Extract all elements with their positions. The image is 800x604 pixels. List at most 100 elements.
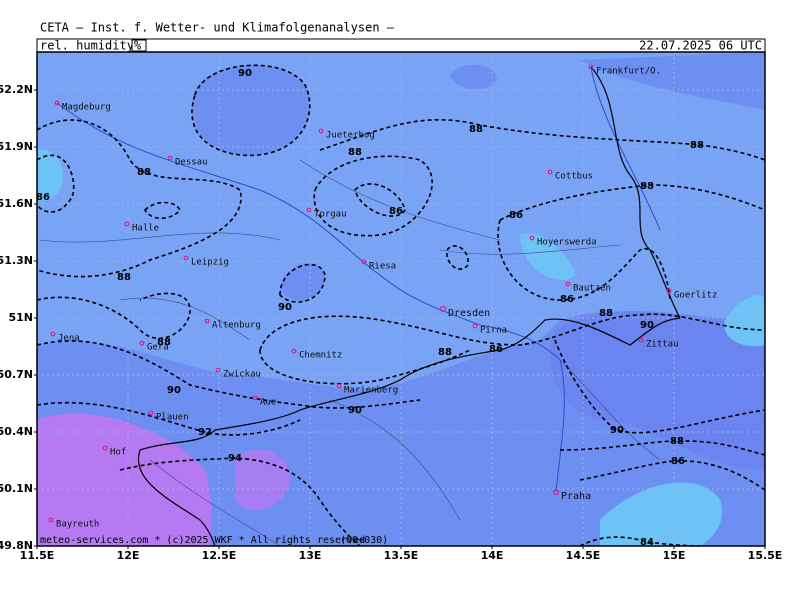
city-marker	[252, 395, 258, 401]
contour	[37, 401, 301, 436]
contour-label: 88	[599, 308, 613, 319]
city-name: Aue	[260, 398, 276, 408]
unit-box	[131, 39, 147, 52]
lon-label: 12E	[117, 549, 140, 562]
contour	[554, 339, 765, 434]
contour	[354, 183, 406, 217]
contour-label: 92	[198, 427, 212, 438]
city-marker	[124, 221, 130, 227]
contour-label: 94	[228, 453, 242, 464]
city-name: Gera	[147, 343, 169, 353]
contour-label: 90	[278, 302, 292, 313]
contour-label: 86	[389, 206, 403, 217]
valid-time: 22.07.2025 06 UTC	[639, 39, 762, 53]
admin-lines	[39, 159, 661, 546]
forecast-run: (00+030)	[340, 535, 388, 546]
lat-label: 50.4N	[0, 425, 33, 438]
city-name: Bautzen	[573, 284, 611, 294]
contour	[259, 313, 765, 351]
contour-label: 86	[489, 344, 503, 355]
field-band	[192, 64, 310, 156]
city-name: Jena	[58, 334, 80, 344]
field-low	[520, 233, 575, 281]
field-low	[37, 149, 64, 201]
contour	[191, 64, 311, 157]
contour-labels: 90 88 88 88 88 86 86 86 88 88 86 88 90 90 88 88 86 90 90 92…	[37, 68, 704, 548]
contour	[259, 349, 471, 385]
contour-label: 86	[560, 294, 574, 305]
city-name: Praha	[561, 491, 591, 502]
contour-label: 88	[157, 337, 171, 348]
city-marker	[565, 281, 571, 287]
lat-label: 51.3N	[0, 254, 33, 267]
contour-label: 88	[670, 436, 684, 447]
city-name: Hoyerswerda	[537, 238, 597, 248]
lon-label: 11.5E	[20, 549, 55, 562]
contour-label: 90	[238, 68, 252, 79]
grid	[37, 52, 765, 546]
field-band	[580, 52, 765, 110]
city-marker	[48, 517, 54, 523]
contour	[279, 263, 326, 303]
cities: Magdeburg Jueterbog Dessau Cottbus Frankfurt…	[48, 64, 717, 530]
city-marker	[183, 255, 189, 261]
city-marker	[638, 337, 644, 343]
city-name: Cottbus	[555, 172, 593, 182]
city-marker	[666, 288, 672, 294]
field-band	[280, 263, 325, 301]
contour-label: 88	[438, 347, 452, 358]
contour-label: 88	[117, 272, 131, 283]
city-marker	[291, 348, 297, 354]
city-name: Frankfurt/O.	[596, 67, 661, 77]
contour	[313, 155, 433, 237]
city-marker	[148, 410, 154, 416]
map-title: CETA – Inst. f. Wetter- und Klimafolgena…	[40, 21, 395, 35]
lon-label: 14.5E	[566, 549, 601, 562]
city-name: Magdeburg	[62, 103, 111, 113]
lon-label: 12.5E	[202, 549, 237, 562]
contour	[319, 119, 765, 161]
city-name: Leipzig	[191, 258, 229, 268]
map-area: Magdeburg Jueterbog Dessau Cottbus Frankfurt…	[37, 52, 765, 548]
contour-label: 86	[671, 456, 685, 467]
contour-label: 88	[137, 167, 151, 178]
contour-label: 90	[640, 320, 654, 331]
city-name: Zittau	[646, 340, 679, 350]
city-marker	[472, 323, 478, 329]
city-marker	[50, 331, 56, 337]
city-name: Jueterbog	[326, 131, 375, 141]
city-name: Plauen	[156, 413, 189, 423]
city-marker	[361, 259, 367, 265]
lon-label: 14E	[481, 549, 504, 562]
city-marker	[439, 305, 447, 313]
lon-label: 15E	[663, 549, 686, 562]
city-marker	[102, 445, 108, 451]
city-marker	[215, 367, 221, 373]
city-name: Chemnitz	[299, 351, 342, 361]
city-marker	[54, 100, 60, 106]
contour	[446, 245, 469, 270]
city-marker	[336, 383, 342, 389]
city-marker	[204, 318, 210, 324]
contour-label: 90	[167, 385, 181, 396]
contour	[559, 440, 765, 456]
lon-label: 13E	[299, 549, 322, 562]
contour-label: 88	[640, 181, 654, 192]
field-band	[550, 311, 765, 470]
city-name: Dresden	[448, 308, 490, 319]
city-marker	[529, 235, 535, 241]
field-high	[235, 449, 290, 511]
contour-label: 88	[348, 147, 362, 158]
contour-label: 90	[610, 425, 624, 436]
lat-label: 51N	[8, 311, 33, 324]
contour-label: 90	[348, 405, 362, 416]
contour	[37, 154, 75, 213]
contour	[497, 184, 765, 301]
contour-label: 84	[640, 537, 654, 548]
field-high	[37, 413, 212, 546]
city-name: Dessau	[175, 158, 208, 168]
city-marker	[552, 488, 560, 496]
city-marker	[588, 64, 594, 70]
field-band	[450, 64, 497, 90]
